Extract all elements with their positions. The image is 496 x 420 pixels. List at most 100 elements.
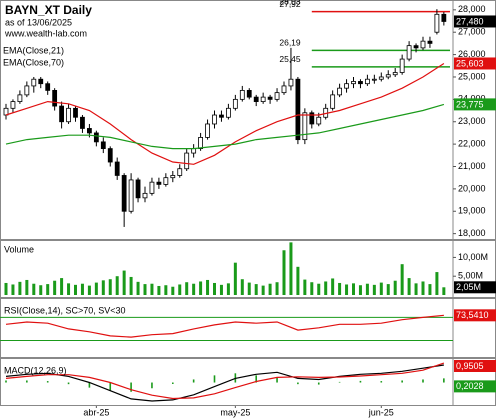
volume-bar bbox=[18, 281, 22, 295]
volume-bar bbox=[226, 283, 230, 295]
volume-bar bbox=[199, 281, 203, 295]
candle-body bbox=[80, 116, 85, 129]
volume-bar bbox=[11, 284, 15, 295]
value-box bbox=[454, 281, 496, 294]
value-box-label: 2,05M bbox=[456, 282, 481, 292]
panel-frame bbox=[0, 358, 496, 406]
candle-body bbox=[316, 116, 322, 125]
histogram-bar bbox=[192, 379, 195, 383]
y-tick-label: 19,000 bbox=[458, 206, 486, 216]
candle-body bbox=[163, 177, 169, 185]
volume-bar bbox=[122, 270, 126, 295]
candle-body bbox=[170, 175, 176, 179]
candle-body bbox=[93, 132, 99, 143]
volume-bar bbox=[164, 285, 168, 295]
candle-body bbox=[212, 114, 217, 125]
candle-body bbox=[302, 112, 308, 141]
indicator-line bbox=[5, 362, 445, 400]
candle-body bbox=[114, 161, 120, 176]
indicator-line bbox=[5, 364, 444, 402]
candle-body bbox=[100, 141, 106, 149]
volume-bar bbox=[157, 285, 161, 295]
volume-bar bbox=[25, 279, 29, 295]
candle-body bbox=[17, 94, 23, 102]
candle-body bbox=[295, 78, 301, 141]
histogram-bar bbox=[317, 382, 320, 385]
volume-bar bbox=[46, 284, 50, 295]
candle-body bbox=[66, 107, 71, 123]
candle-body bbox=[337, 87, 343, 96]
candle-body bbox=[364, 78, 370, 85]
y-tick-label: 22,000 bbox=[458, 138, 486, 148]
volume-bar bbox=[206, 279, 210, 295]
volume-bar bbox=[352, 283, 355, 295]
candle-body bbox=[10, 101, 16, 109]
volume-bar bbox=[171, 286, 175, 295]
histogram-bar bbox=[297, 382, 299, 385]
candle-body bbox=[184, 152, 190, 170]
value-box-label: 0,2028 bbox=[456, 381, 484, 391]
candle-body bbox=[135, 179, 141, 199]
value-box bbox=[454, 15, 496, 28]
candle-body bbox=[399, 58, 405, 73]
candle-body bbox=[420, 40, 426, 49]
volume-bar bbox=[345, 284, 349, 295]
volume-bar bbox=[435, 272, 439, 295]
panel-title: RSI(Close,14), SC>70, SV<30 bbox=[4, 305, 126, 315]
volume-bar bbox=[101, 280, 105, 295]
candle-body bbox=[344, 83, 349, 89]
volume-bar bbox=[213, 282, 216, 295]
volume-bar bbox=[400, 264, 404, 295]
volume-bar bbox=[254, 284, 258, 295]
volume-bar bbox=[240, 279, 244, 295]
y-tick-label: 21,000 bbox=[458, 161, 486, 171]
histogram-bar bbox=[26, 380, 28, 383]
candle-body bbox=[52, 90, 58, 107]
histogram-bar bbox=[443, 378, 445, 383]
volume-bar bbox=[421, 281, 425, 295]
volume-bar bbox=[393, 280, 397, 295]
volume-bar bbox=[289, 242, 293, 295]
legend-entry: EMA(Close,21) bbox=[3, 45, 64, 55]
volume-bar bbox=[247, 282, 251, 295]
histogram-bar bbox=[276, 377, 278, 383]
candle-body bbox=[371, 78, 377, 81]
y-tick-label: 5,00M bbox=[458, 271, 483, 281]
volume-bar bbox=[32, 283, 36, 295]
candle-body bbox=[358, 81, 363, 85]
volume-bar bbox=[338, 282, 342, 295]
volume-bar bbox=[372, 284, 376, 295]
y-tick-label: 26,000 bbox=[458, 49, 486, 59]
volume-bar bbox=[94, 282, 98, 295]
volume-bar bbox=[296, 266, 300, 295]
volume-bar bbox=[428, 284, 432, 295]
volume-bar bbox=[324, 281, 328, 295]
candle-body bbox=[441, 13, 447, 22]
histogram-bar bbox=[46, 381, 49, 383]
indicator-line bbox=[5, 103, 445, 150]
candle-body bbox=[191, 148, 197, 154]
value-box-label: 73,5410 bbox=[456, 310, 489, 320]
candle-body bbox=[309, 112, 315, 125]
candle-body bbox=[24, 85, 30, 96]
level-label: 27,92 bbox=[279, 0, 301, 9]
y-tick-label: 20,000 bbox=[458, 183, 486, 193]
histogram-bar bbox=[172, 382, 174, 384]
volume-bar bbox=[379, 282, 383, 295]
volume-bar bbox=[53, 280, 57, 295]
indicator-line bbox=[5, 314, 444, 338]
chart-subtitle: as of 13/06/2025 bbox=[5, 17, 72, 27]
y-tick-label: 18,000 bbox=[458, 228, 486, 238]
value-box-label: 0,9505 bbox=[456, 361, 484, 371]
candle-body bbox=[239, 90, 245, 100]
candle-body bbox=[232, 98, 238, 109]
y-tick-label: 25,000 bbox=[458, 71, 486, 81]
volume-bar bbox=[185, 282, 189, 295]
volume-bar bbox=[275, 282, 279, 295]
candle-body bbox=[205, 123, 210, 138]
panel-title: MACD(12,26,9) bbox=[4, 365, 67, 375]
candle-body bbox=[253, 96, 259, 102]
candle-body bbox=[87, 128, 92, 134]
volume-bar bbox=[282, 250, 286, 295]
